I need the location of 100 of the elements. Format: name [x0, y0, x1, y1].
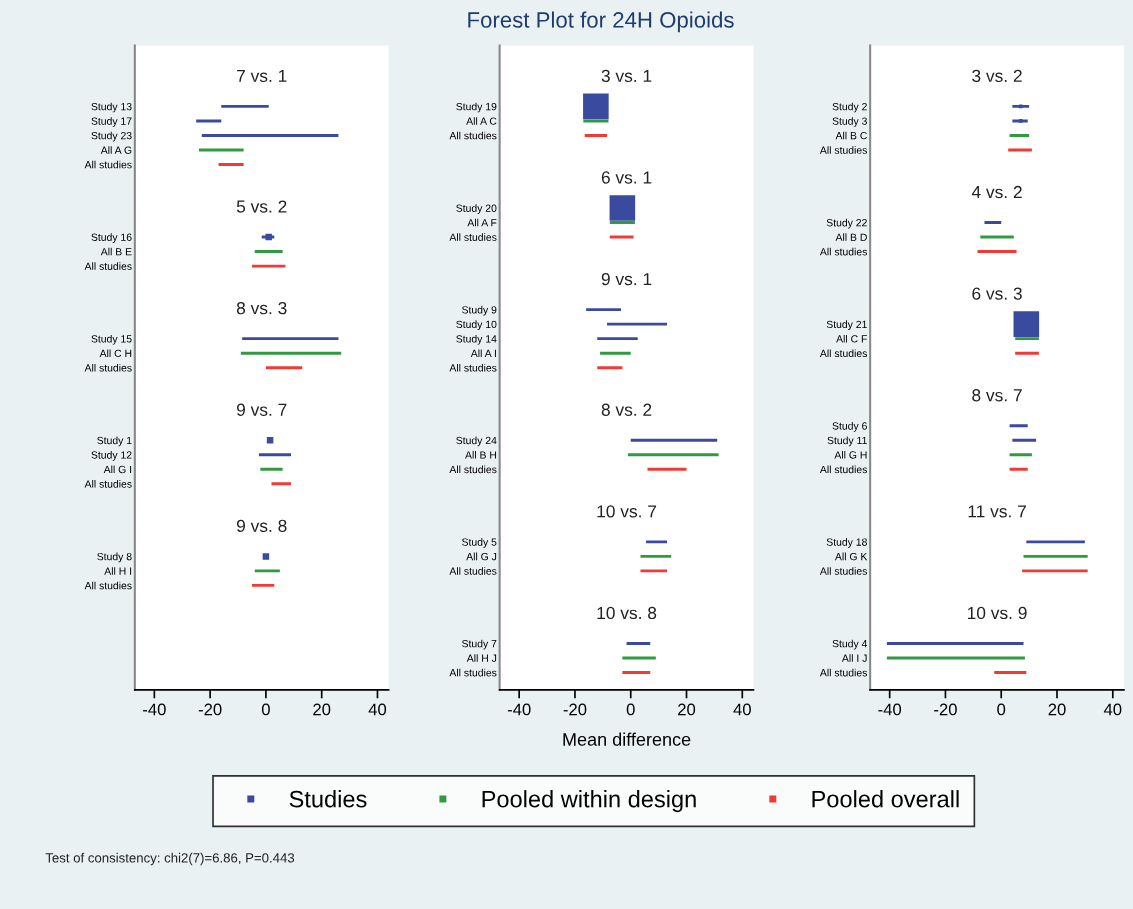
bar: [977, 250, 1017, 254]
bar: [1015, 337, 1039, 341]
y-tick-label: Study 20: [456, 204, 497, 214]
bar: [600, 351, 631, 355]
bar: [1009, 424, 1028, 428]
x-tick-label: -40: [507, 703, 531, 716]
y-tick-label: All studies: [449, 233, 497, 241]
y-tick-label: Study 23: [91, 131, 132, 142]
y-tick-label: All G I: [103, 465, 132, 474]
y-tick-label: All H I: [104, 567, 132, 575]
y-tick-label: Study 7: [462, 639, 497, 650]
y-tick-label: Study 5: [462, 538, 497, 548]
bar: [260, 467, 283, 471]
bar: [242, 337, 339, 341]
bar: [218, 163, 244, 166]
x-tick-label: -40: [878, 703, 902, 716]
bar: [1026, 540, 1085, 544]
y-tick-label: All A C: [466, 117, 497, 125]
y-tick-label: All studies: [819, 668, 867, 677]
annotation: 9 vs. 1: [601, 272, 652, 286]
bar: [1009, 467, 1028, 471]
y-tick-label: Study 9: [462, 305, 497, 316]
y-tick-label: All C F: [836, 334, 867, 343]
bar: [622, 671, 651, 674]
x-tick-label: 0: [261, 703, 270, 716]
bar: [201, 133, 339, 137]
y-tick-label: Study 21: [826, 320, 867, 331]
bar: [240, 351, 342, 355]
y-tick-label: All studies: [84, 363, 132, 372]
y-tick-label: All studies: [84, 581, 132, 590]
x-tick-label: -20: [563, 703, 587, 716]
legend-label: Pooled overall: [812, 790, 959, 808]
bar: [583, 119, 609, 123]
y-tick-label: Study 16: [91, 233, 132, 243]
bar: [646, 540, 667, 544]
bar: [1009, 453, 1032, 457]
y-tick-label: All G K: [834, 552, 868, 561]
y-tick-label: All studies: [819, 349, 867, 358]
y-tick-label: Study 2: [832, 102, 867, 113]
y-tick-label: All B D: [835, 233, 867, 241]
x-tick-label: 0: [997, 703, 1006, 716]
annotation: 8 vs. 7: [972, 389, 1022, 402]
y-tick-label: All I J: [841, 654, 867, 662]
y-tick-label: Study 14: [456, 334, 497, 345]
annotation: 8 vs. 2: [601, 403, 652, 416]
y-tick-label: All studies: [819, 146, 867, 154]
annotation: 7 vs. 1: [237, 69, 287, 83]
y-tick-label: Study 13: [91, 102, 132, 113]
y-tick-label: Study 3: [832, 117, 867, 127]
bar: [980, 235, 1014, 239]
bar: [609, 221, 635, 224]
bar: [627, 453, 719, 457]
bar: [984, 221, 1002, 224]
y-tick-label: Study 4: [832, 639, 868, 650]
bar: [607, 322, 667, 326]
bar: [584, 133, 608, 137]
bar: [626, 642, 651, 645]
annotation: 10 vs. 8: [597, 606, 657, 620]
y-tick-label: Study 11: [827, 436, 867, 447]
bar: [258, 453, 292, 457]
bar: [271, 482, 292, 486]
annotation: 10 vs. 9: [967, 606, 1027, 620]
text: Test of consistency: chi2(7)=6.86, P=0.443: [45, 852, 295, 866]
y-tick-label: Study 17: [91, 117, 132, 127]
y-tick-label: All B C: [835, 131, 867, 140]
y-tick-label: Study 18: [826, 538, 867, 548]
bar: [1009, 133, 1030, 137]
annotation: 6 vs. 1: [601, 171, 652, 184]
bar: [251, 264, 286, 268]
annotation: 9 vs. 7: [236, 403, 287, 416]
y-tick-label: All studies: [449, 363, 497, 372]
y-tick-label: All G H: [834, 451, 867, 459]
y-tick-label: Study 24: [456, 436, 497, 447]
bar: [254, 250, 283, 254]
y-tick-label: All A F: [467, 218, 497, 227]
y-tick-label: All A G: [100, 146, 132, 154]
x-axis-title: Mean difference: [563, 732, 691, 746]
annotation: 3 vs. 1: [601, 69, 652, 83]
annotation: 9 vs. 8: [236, 519, 287, 533]
bar: [640, 554, 672, 558]
y-tick-label: All C H: [99, 349, 132, 358]
bar: [196, 119, 222, 123]
x-tick-label: -20: [198, 703, 222, 716]
bar: [586, 308, 621, 312]
y-tick-label: Study 22: [826, 218, 867, 229]
y-tick-label: Study 10: [456, 320, 497, 331]
y-tick-label: All studies: [449, 465, 497, 474]
x-tick-label: -40: [143, 703, 166, 716]
bar: [1023, 554, 1088, 558]
y-tick-label: All A I: [470, 349, 496, 357]
annotation: 6 vs. 3: [972, 287, 1022, 300]
y-tick-label: All studies: [84, 480, 132, 488]
annotation: 11 vs. 7: [968, 505, 1026, 518]
legend-label: Studies: [289, 790, 367, 808]
y-tick-label: All studies: [819, 247, 867, 256]
x-tick-label: 40: [1103, 703, 1122, 716]
bar: [630, 438, 718, 442]
x-tick-label: 40: [368, 703, 387, 716]
bar: [254, 569, 280, 573]
y-tick-label: All studies: [84, 160, 132, 169]
